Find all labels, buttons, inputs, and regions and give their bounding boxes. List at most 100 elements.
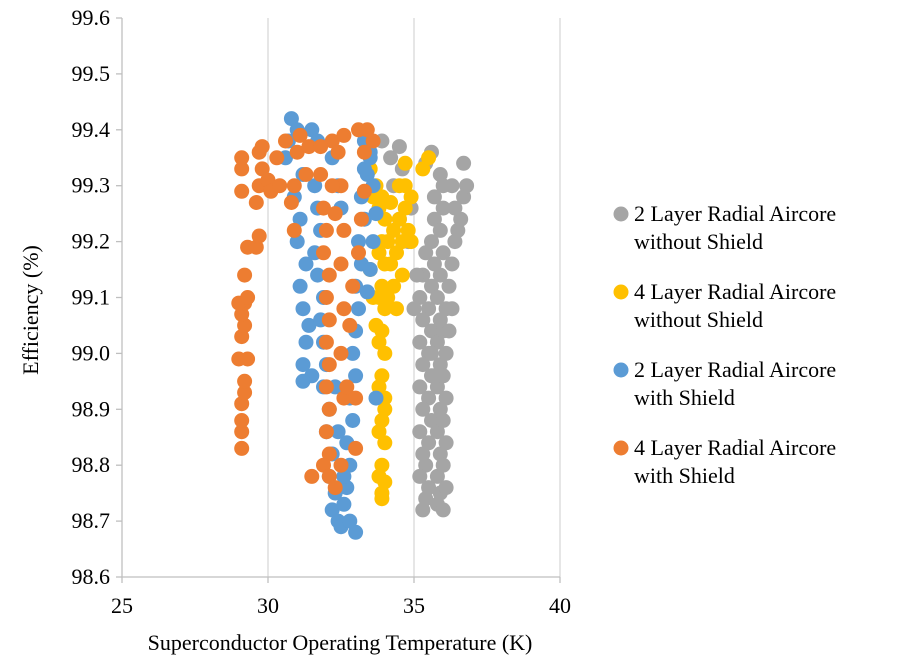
legend-marker bbox=[613, 284, 629, 300]
data-point bbox=[345, 413, 361, 428]
data-point bbox=[321, 468, 337, 484]
x-tick-label: 30 bbox=[257, 593, 279, 618]
data-point bbox=[365, 234, 381, 250]
data-point bbox=[421, 435, 437, 451]
y-tick-label: 98.8 bbox=[72, 452, 111, 477]
data-point bbox=[336, 301, 352, 317]
data-point bbox=[298, 167, 314, 182]
data-point bbox=[318, 222, 334, 238]
data-point bbox=[403, 189, 419, 205]
data-point bbox=[313, 167, 329, 182]
data-point bbox=[240, 351, 256, 367]
data-point bbox=[351, 234, 366, 250]
data-point bbox=[415, 401, 431, 417]
data-point bbox=[403, 234, 419, 250]
data-point bbox=[365, 133, 381, 149]
data-point bbox=[426, 189, 442, 205]
data-point bbox=[438, 480, 454, 496]
y-tick-label: 99.5 bbox=[72, 61, 111, 86]
y-tick-label: 98.9 bbox=[72, 396, 111, 421]
legend-label: 4 Layer Radial Aircore bbox=[634, 279, 836, 304]
data-point bbox=[359, 284, 375, 300]
data-point bbox=[283, 195, 299, 210]
data-point bbox=[371, 245, 387, 261]
y-tick-label: 99.1 bbox=[72, 285, 111, 310]
y-tick-label: 98.6 bbox=[72, 564, 111, 589]
data-point bbox=[441, 323, 457, 339]
legend-marker bbox=[613, 206, 629, 222]
data-point bbox=[348, 440, 364, 456]
data-point bbox=[318, 290, 334, 305]
data-point bbox=[415, 446, 431, 462]
data-point bbox=[424, 278, 439, 294]
data-point bbox=[301, 317, 317, 333]
data-point bbox=[444, 256, 460, 272]
data-point bbox=[359, 122, 375, 138]
data-point bbox=[426, 368, 442, 384]
series-group bbox=[231, 122, 381, 496]
data-point bbox=[272, 178, 288, 194]
data-point bbox=[269, 150, 285, 166]
data-point bbox=[316, 200, 331, 216]
data-point bbox=[371, 468, 387, 484]
data-point bbox=[456, 155, 472, 171]
data-point bbox=[435, 200, 451, 216]
data-point bbox=[421, 480, 437, 496]
data-point bbox=[295, 301, 311, 317]
data-point bbox=[237, 373, 253, 389]
data-point bbox=[353, 211, 369, 227]
data-point bbox=[383, 195, 399, 210]
data-point bbox=[421, 150, 437, 166]
data-point bbox=[321, 401, 337, 417]
data-point bbox=[426, 256, 442, 272]
tick-labels: 98.6 98.7 98.8 98.9 99.0 99.1 99.2 99.3 99.4 99.5… bbox=[72, 5, 572, 618]
series-group bbox=[362, 150, 437, 507]
data-point bbox=[438, 390, 454, 406]
data-point bbox=[251, 228, 267, 244]
data-point bbox=[412, 290, 428, 305]
data-point bbox=[278, 133, 293, 149]
data-point bbox=[324, 133, 340, 149]
data-point bbox=[424, 413, 439, 428]
data-point bbox=[248, 195, 264, 210]
y-tick-label: 99.4 bbox=[72, 117, 111, 142]
data-point bbox=[333, 345, 349, 361]
data-point bbox=[298, 256, 314, 272]
data-point bbox=[292, 127, 308, 143]
data-point bbox=[234, 424, 250, 440]
data-point bbox=[383, 150, 399, 166]
data-point bbox=[333, 457, 349, 473]
data-point bbox=[321, 267, 337, 283]
legend-label: 2 Layer Radial Aircore bbox=[634, 357, 836, 382]
data-point bbox=[234, 440, 250, 456]
legend-entry: 4 Layer Radial Aircore without Shield bbox=[613, 279, 836, 332]
y-tick-label: 99.6 bbox=[72, 5, 111, 30]
data-point bbox=[348, 390, 364, 406]
data-point bbox=[397, 178, 413, 194]
data-point bbox=[362, 262, 378, 277]
data-point bbox=[351, 245, 366, 261]
x-tick-label: 25 bbox=[111, 593, 133, 618]
data-point bbox=[240, 290, 256, 305]
data-point bbox=[348, 368, 364, 384]
data-point bbox=[435, 413, 451, 428]
data-point bbox=[318, 334, 334, 350]
data-point bbox=[386, 222, 402, 238]
y-axis-title: Efficiency (%) bbox=[18, 245, 43, 375]
data-point bbox=[295, 373, 311, 389]
data-point bbox=[409, 267, 425, 283]
data-point bbox=[351, 301, 366, 317]
data-point bbox=[432, 222, 448, 238]
data-point bbox=[336, 496, 352, 512]
data-point bbox=[383, 256, 399, 272]
data-point bbox=[330, 144, 346, 160]
data-point bbox=[435, 457, 451, 473]
data-point bbox=[342, 513, 358, 529]
legend-label: without Shield bbox=[634, 307, 763, 332]
y-tick-label: 99.3 bbox=[72, 173, 111, 198]
data-point bbox=[356, 183, 372, 199]
data-point bbox=[324, 178, 340, 194]
data-point bbox=[289, 144, 305, 160]
data-point bbox=[333, 256, 349, 272]
